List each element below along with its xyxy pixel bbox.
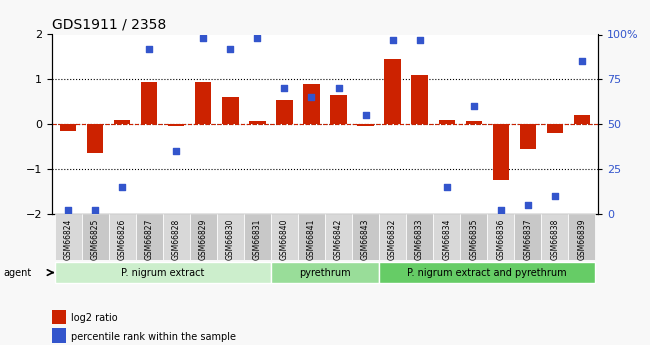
FancyBboxPatch shape <box>514 214 541 260</box>
Bar <box>304 84 320 124</box>
FancyBboxPatch shape <box>109 214 136 260</box>
Text: GSM66832: GSM66832 <box>388 219 397 260</box>
Bar <box>384 59 400 124</box>
FancyBboxPatch shape <box>136 214 162 260</box>
FancyBboxPatch shape <box>325 214 352 260</box>
Point <box>63 208 73 213</box>
Point <box>198 35 209 41</box>
Bar <box>195 81 211 124</box>
Text: GSM66831: GSM66831 <box>253 219 262 260</box>
Text: GSM66836: GSM66836 <box>496 219 505 260</box>
Point <box>577 59 587 64</box>
Point <box>252 35 263 41</box>
FancyBboxPatch shape <box>271 262 379 284</box>
Text: agent: agent <box>3 268 31 277</box>
FancyBboxPatch shape <box>352 214 379 260</box>
Point <box>523 202 533 208</box>
Bar <box>519 124 536 149</box>
FancyBboxPatch shape <box>55 262 271 284</box>
FancyBboxPatch shape <box>190 214 217 260</box>
Point <box>144 46 155 52</box>
Bar <box>411 75 428 124</box>
FancyBboxPatch shape <box>244 214 271 260</box>
Bar <box>114 120 131 124</box>
Text: GSM66835: GSM66835 <box>469 219 478 260</box>
Point <box>90 208 101 213</box>
Text: GSM66829: GSM66829 <box>199 219 208 260</box>
Bar <box>465 121 482 124</box>
Point <box>171 148 181 154</box>
Text: log2 ratio: log2 ratio <box>71 313 118 323</box>
Bar <box>358 124 374 126</box>
Text: GSM66825: GSM66825 <box>91 219 99 260</box>
Text: GSM66839: GSM66839 <box>577 219 586 260</box>
Bar <box>52 310 66 324</box>
FancyBboxPatch shape <box>541 214 568 260</box>
Point <box>549 193 560 199</box>
Text: GSM66838: GSM66838 <box>551 219 559 260</box>
Text: GSM66841: GSM66841 <box>307 219 316 260</box>
Point <box>117 184 127 190</box>
Bar <box>574 115 590 124</box>
Point <box>441 184 452 190</box>
Text: GSM66840: GSM66840 <box>280 219 289 260</box>
Point <box>469 104 479 109</box>
Text: GSM66842: GSM66842 <box>334 219 343 260</box>
FancyBboxPatch shape <box>298 214 325 260</box>
Bar <box>276 99 292 124</box>
Bar <box>547 124 563 133</box>
Text: GSM66827: GSM66827 <box>145 219 154 260</box>
Text: GSM66824: GSM66824 <box>64 219 73 260</box>
FancyBboxPatch shape <box>379 214 406 260</box>
Point <box>306 95 317 100</box>
FancyBboxPatch shape <box>460 214 488 260</box>
Bar <box>493 124 509 180</box>
FancyBboxPatch shape <box>488 214 514 260</box>
Text: GSM66843: GSM66843 <box>361 219 370 260</box>
Bar <box>52 328 66 343</box>
Bar <box>222 97 239 124</box>
FancyBboxPatch shape <box>162 214 190 260</box>
Text: P. nigrum extract and pyrethrum: P. nigrum extract and pyrethrum <box>408 268 567 277</box>
FancyBboxPatch shape <box>568 214 595 260</box>
Text: pyrethrum: pyrethrum <box>299 268 351 277</box>
Point <box>280 86 290 91</box>
Bar <box>439 120 455 124</box>
Text: GSM66834: GSM66834 <box>442 219 451 260</box>
Bar <box>60 124 76 131</box>
Point <box>333 86 344 91</box>
FancyBboxPatch shape <box>433 214 460 260</box>
Point <box>495 208 506 213</box>
Text: P. nigrum extract: P. nigrum extract <box>121 268 205 277</box>
Text: GSM66828: GSM66828 <box>172 219 181 260</box>
FancyBboxPatch shape <box>55 214 82 260</box>
Bar <box>168 124 185 126</box>
Text: GSM66826: GSM66826 <box>118 219 127 260</box>
Bar <box>250 121 266 124</box>
FancyBboxPatch shape <box>217 214 244 260</box>
Text: GSM66833: GSM66833 <box>415 219 424 260</box>
FancyBboxPatch shape <box>82 214 109 260</box>
Point <box>360 112 370 118</box>
Point <box>387 37 398 43</box>
Bar <box>141 81 157 124</box>
FancyBboxPatch shape <box>379 262 595 284</box>
Point <box>415 37 425 43</box>
Bar <box>330 95 346 124</box>
FancyBboxPatch shape <box>406 214 433 260</box>
Text: GSM66837: GSM66837 <box>523 219 532 260</box>
Text: percentile rank within the sample: percentile rank within the sample <box>71 332 236 342</box>
FancyBboxPatch shape <box>271 214 298 260</box>
Text: GSM66830: GSM66830 <box>226 219 235 260</box>
Text: GDS1911 / 2358: GDS1911 / 2358 <box>52 18 166 32</box>
Point <box>225 46 235 52</box>
Bar <box>87 124 103 153</box>
